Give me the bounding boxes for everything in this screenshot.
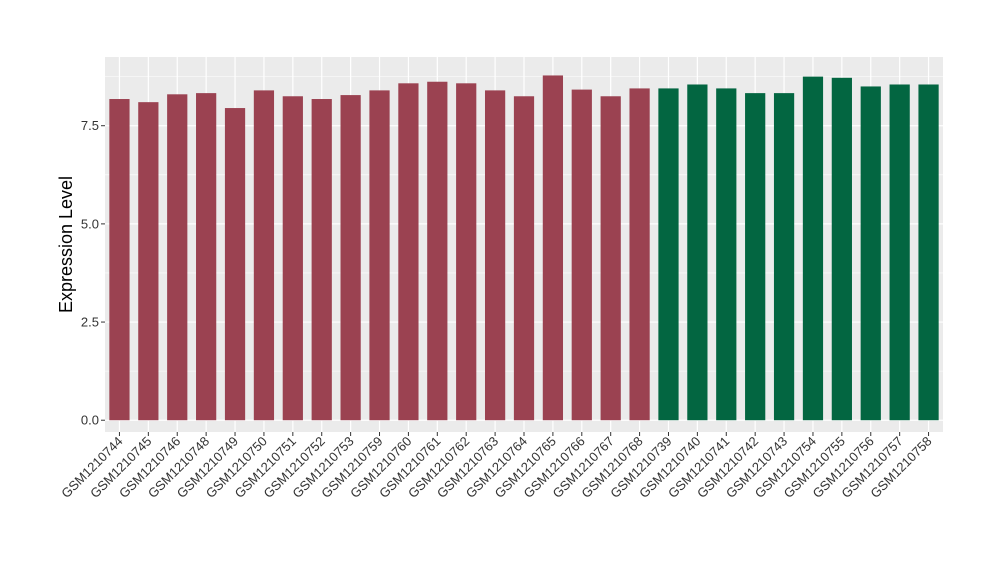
y-tick-label: 0.0 (81, 413, 99, 428)
bar-GSM1210748 (196, 93, 217, 421)
bar-GSM1210760 (398, 83, 419, 421)
bar-GSM1210749 (224, 108, 246, 421)
x-axis: GSM1210744GSM1210745GSM1210746GSM1210748… (58, 432, 935, 501)
bar-GSM1210751 (282, 96, 303, 421)
bar-GSM1210759 (369, 90, 390, 421)
bar-GSM1210742 (745, 93, 766, 421)
y-axis-title: Expression Level (56, 176, 76, 313)
bar-GSM1210746 (167, 94, 188, 421)
bar-GSM1210767 (600, 96, 621, 421)
bar-GSM1210739 (658, 88, 679, 421)
y-tick-label: 5.0 (81, 216, 99, 231)
bar-GSM1210755 (831, 77, 852, 421)
bars (109, 75, 939, 421)
bar-GSM1210745 (138, 102, 159, 421)
bar-GSM1210740 (687, 84, 708, 421)
bar-GSM1210764 (513, 96, 535, 421)
bar-GSM1210741 (716, 88, 737, 421)
bar-GSM1210744 (109, 99, 130, 421)
bar-GSM1210743 (773, 93, 795, 421)
bar-GSM1210765 (542, 75, 564, 421)
bar-GSM1210758 (918, 84, 939, 421)
bar-GSM1210752 (311, 99, 332, 421)
bar-GSM1210766 (571, 89, 592, 421)
bar-GSM1210757 (889, 84, 910, 421)
bar-GSM1210768 (629, 88, 650, 421)
bar-GSM1210763 (484, 90, 506, 421)
bar-GSM1210753 (340, 95, 361, 421)
bar-GSM1210750 (253, 90, 275, 421)
bar-GSM1210762 (456, 83, 477, 421)
bar-GSM1210754 (802, 76, 824, 421)
bar-GSM1210761 (427, 81, 448, 421)
bar-GSM1210756 (860, 86, 881, 421)
y-axis: 0.0 2.5 5.0 7.5 (81, 118, 105, 428)
y-tick-label: 2.5 (81, 315, 99, 330)
y-tick-label: 7.5 (81, 118, 99, 133)
